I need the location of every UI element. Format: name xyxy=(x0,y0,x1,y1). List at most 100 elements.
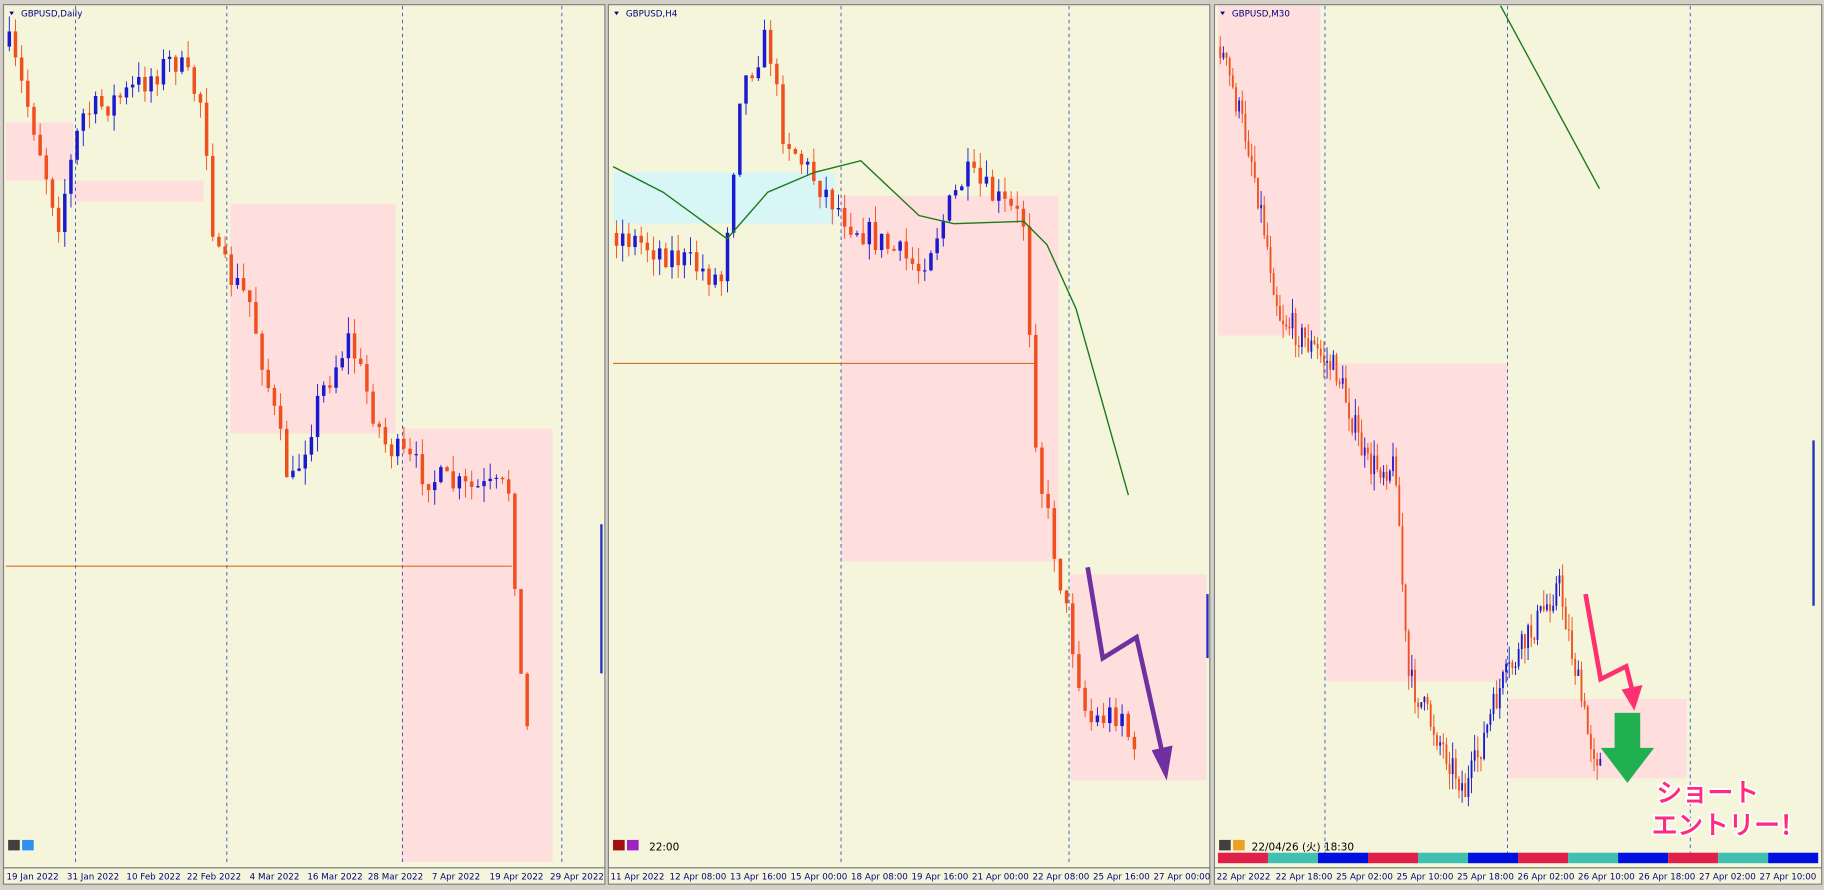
x-axis-label: 22 Apr 2022 xyxy=(1217,873,1271,883)
candle-body xyxy=(1263,204,1266,236)
candle-body xyxy=(124,87,129,98)
trend-arrow xyxy=(1085,566,1166,758)
candle-body xyxy=(352,333,357,359)
x-axis-label: 27 Apr 00:00 xyxy=(1153,873,1210,883)
axis-strip xyxy=(607,867,1211,885)
panel-title: GBPUSD,Daily xyxy=(21,9,82,19)
session-bar xyxy=(1568,852,1619,864)
candle-body xyxy=(1388,470,1391,481)
candle-body xyxy=(830,189,835,210)
candle-body xyxy=(1120,713,1124,727)
candle-body xyxy=(321,385,326,396)
candle-body xyxy=(768,29,773,64)
candle-body xyxy=(1426,696,1429,705)
candle-body xyxy=(670,250,674,268)
zone xyxy=(230,203,396,434)
annotation: エントリー！ xyxy=(1652,811,1806,841)
candle-body xyxy=(916,263,921,272)
candle-body xyxy=(408,448,412,455)
candle-body xyxy=(1307,337,1310,352)
candle-body xyxy=(1244,113,1247,142)
candle-body xyxy=(1470,760,1473,778)
candle-body xyxy=(1300,327,1303,348)
candle-body xyxy=(657,248,662,260)
candle-body xyxy=(1027,226,1032,335)
axis-strip xyxy=(1213,867,1823,885)
candle-body xyxy=(1360,432,1363,456)
candle-body xyxy=(26,80,30,107)
zone xyxy=(1217,5,1321,336)
x-axis-label: 18 Apr 08:00 xyxy=(851,873,908,883)
panel-menu-icon xyxy=(1220,11,1225,16)
candle-body xyxy=(713,274,717,285)
candle-body xyxy=(701,268,705,272)
candle-body xyxy=(161,59,166,85)
candle-body xyxy=(63,193,67,233)
candle-body xyxy=(223,246,227,255)
candle-body xyxy=(1561,575,1564,607)
candle-body xyxy=(707,268,711,285)
candle-body xyxy=(13,31,18,58)
candle-body xyxy=(1454,758,1457,779)
candle-body xyxy=(1294,313,1297,346)
candle-body xyxy=(513,493,517,590)
candle-body xyxy=(1108,707,1112,724)
candle-body xyxy=(836,207,841,210)
x-axis-label: 22 Feb 2022 xyxy=(187,873,241,883)
candle-body xyxy=(1382,471,1385,478)
candle-body xyxy=(1445,744,1448,765)
candle-body xyxy=(1555,583,1558,606)
candle-body xyxy=(620,233,625,246)
x-axis-label: 16 Mar 2022 xyxy=(307,873,362,883)
candle-body xyxy=(1313,340,1316,344)
x-axis-label: 26 Apr 02:00 xyxy=(1518,873,1575,883)
session-bar xyxy=(1468,852,1519,864)
candle-body xyxy=(426,484,431,491)
candle-body xyxy=(762,29,767,68)
candle-body xyxy=(1577,669,1580,677)
candle-body xyxy=(1228,57,1231,76)
candle-body xyxy=(1034,334,1038,448)
candle-body xyxy=(1269,247,1272,274)
candle-body xyxy=(1432,726,1435,735)
candle-body xyxy=(1480,757,1482,760)
candle-body xyxy=(229,254,234,286)
candle-body xyxy=(1486,724,1489,733)
x-axis-label: 22 Apr 18:00 xyxy=(1276,873,1333,883)
candle-body xyxy=(1015,205,1020,209)
candle-body xyxy=(1373,455,1376,475)
candle-body xyxy=(1071,603,1075,655)
candle-body xyxy=(260,333,264,370)
chart-panel: GBPUSD,Daily 19 Jan 2022 31 Jan 2022 10 Feb… xyxy=(2,4,606,885)
candle-body xyxy=(1580,669,1583,702)
candle-body xyxy=(402,438,406,449)
candle-body xyxy=(1046,493,1050,509)
candle-body xyxy=(997,191,1001,201)
session-bar xyxy=(1418,852,1469,864)
candle-body xyxy=(664,248,668,268)
x-axis-label: 22 Apr 08:00 xyxy=(1032,873,1089,883)
candle-body xyxy=(1502,672,1504,689)
candle-body xyxy=(1235,87,1237,112)
candle-body xyxy=(241,278,246,291)
candle-body xyxy=(1385,471,1388,481)
candle-body xyxy=(719,274,724,282)
candle-body xyxy=(1370,453,1372,475)
status-icon xyxy=(8,839,20,851)
candle-body xyxy=(1058,558,1063,591)
candle-body xyxy=(1291,313,1294,329)
candle-body xyxy=(1089,710,1094,723)
candle-body xyxy=(738,103,742,175)
candle-body xyxy=(1052,508,1057,559)
candle-body xyxy=(414,454,418,456)
candle-body xyxy=(1222,52,1225,58)
status-icon xyxy=(1219,839,1231,851)
candle-body xyxy=(519,589,523,674)
candle-body xyxy=(1354,415,1357,433)
x-axis-label: 25 Apr 18:00 xyxy=(1457,873,1514,883)
candle-body xyxy=(1064,590,1069,604)
candle-body xyxy=(898,241,902,251)
candle-body xyxy=(1114,707,1118,727)
candle-body xyxy=(56,207,61,233)
candle-body xyxy=(1231,75,1234,88)
